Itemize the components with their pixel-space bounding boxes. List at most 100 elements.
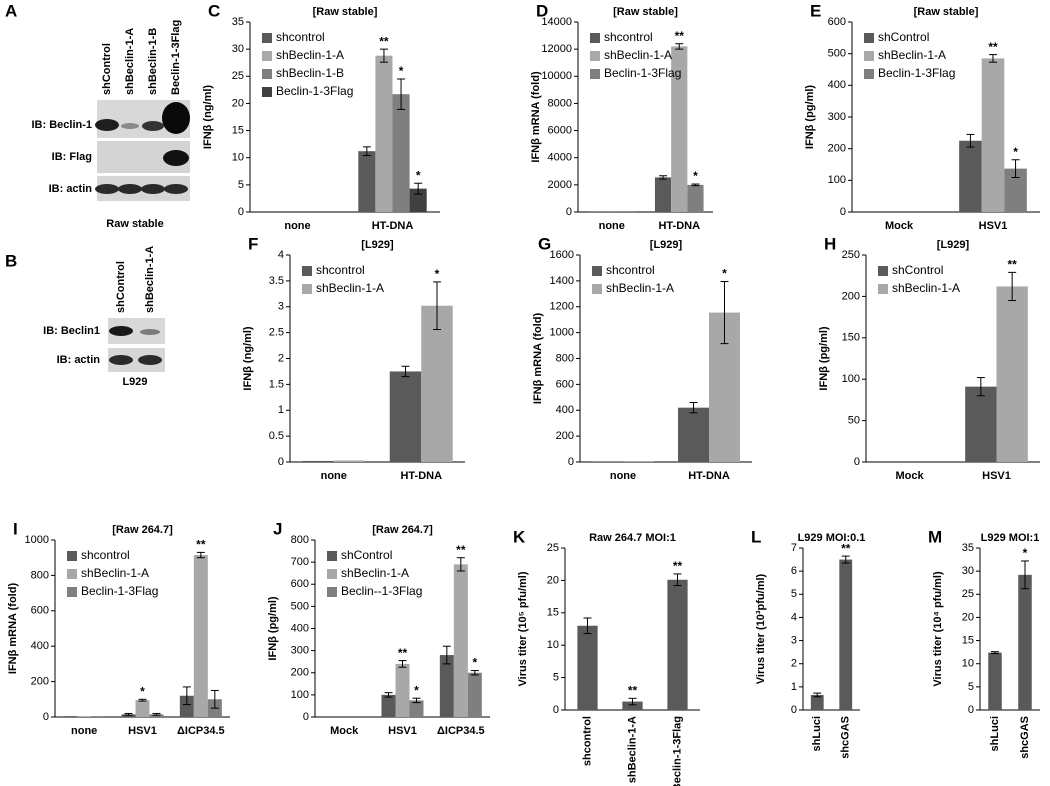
bar bbox=[135, 700, 150, 717]
significance: ** bbox=[988, 40, 998, 54]
legend-label: shcontrol bbox=[606, 263, 655, 277]
panel-letter: J bbox=[273, 519, 282, 538]
y-tick-label: 0 bbox=[553, 704, 559, 716]
x-tick-label: shcGAS bbox=[1019, 716, 1031, 759]
legend-swatch bbox=[67, 551, 77, 561]
x-tick-label: Mock bbox=[330, 725, 359, 737]
blot-caption: Raw stable bbox=[106, 218, 163, 230]
legend-swatch bbox=[327, 569, 337, 579]
panel-letter: C bbox=[208, 1, 220, 20]
x-tick-label: shLuci bbox=[811, 716, 823, 751]
legend-swatch bbox=[592, 266, 602, 276]
legend-label: Beclin-1-3Flag bbox=[878, 66, 955, 80]
legend-label: shControl bbox=[878, 30, 929, 44]
x-tick-label: HSV1 bbox=[982, 470, 1011, 482]
error-bar bbox=[1021, 560, 1029, 590]
legend-swatch bbox=[590, 33, 600, 43]
legend-swatch bbox=[262, 33, 272, 43]
bar bbox=[395, 663, 410, 717]
error-bar bbox=[966, 133, 975, 148]
error-bar bbox=[976, 377, 985, 397]
y-tick-label: 1000 bbox=[550, 327, 574, 339]
error-bar bbox=[1011, 159, 1020, 178]
y-tick-label: 400 bbox=[556, 404, 574, 416]
bar bbox=[302, 460, 334, 462]
legend-swatch bbox=[67, 587, 77, 597]
error-bar bbox=[841, 555, 850, 564]
legend-label: shBeclin-1-B bbox=[276, 66, 344, 80]
y-tick-label: 4000 bbox=[548, 152, 572, 164]
error-bar bbox=[720, 281, 729, 345]
significance: ** bbox=[673, 559, 683, 573]
y-tick-label: 800 bbox=[31, 569, 49, 581]
bar bbox=[678, 407, 709, 462]
y-tick-label: 400 bbox=[291, 622, 309, 634]
bar bbox=[453, 564, 468, 717]
y-tick-label: 2 bbox=[791, 658, 797, 670]
bar bbox=[467, 672, 482, 717]
legend-label: shBeclin-1-A bbox=[276, 48, 344, 62]
x-tick-label: HT-DNA bbox=[372, 220, 414, 232]
legend-swatch bbox=[327, 587, 337, 597]
bar bbox=[439, 655, 454, 717]
error-bar bbox=[210, 689, 219, 709]
x-tick-label: shcGAS bbox=[840, 716, 852, 759]
y-tick-label: 600 bbox=[291, 578, 309, 590]
error-bar bbox=[456, 557, 465, 572]
legend-swatch bbox=[592, 284, 602, 294]
y-tick-label: 400 bbox=[31, 640, 49, 652]
legend-swatch bbox=[864, 69, 874, 79]
blot-caption: L929 bbox=[122, 376, 147, 388]
x-tick-label: shcontrol bbox=[581, 716, 593, 766]
y-tick-label: 1.5 bbox=[269, 378, 284, 390]
error-bar bbox=[398, 660, 407, 668]
y-tick-label: 0.5 bbox=[269, 430, 284, 442]
y-tick-label: 200 bbox=[31, 676, 49, 688]
chart-title: [Raw 264.7] bbox=[372, 524, 433, 536]
legend-label: shBeclin-1-A bbox=[892, 281, 960, 295]
error-bar bbox=[1008, 271, 1017, 302]
y-tick-label: 20 bbox=[232, 97, 244, 109]
bar bbox=[810, 694, 824, 710]
y-tick-label: 0 bbox=[278, 456, 284, 468]
y-tick-label: 10 bbox=[232, 152, 244, 164]
bar bbox=[839, 559, 853, 710]
y-tick-label: 0 bbox=[303, 711, 309, 723]
legend-label: shBeclin-1-A bbox=[341, 566, 409, 580]
significance: * bbox=[472, 656, 477, 670]
legend-label: Beclin-1-3Flag bbox=[604, 66, 681, 80]
y-tick-label: 14000 bbox=[541, 16, 572, 28]
y-tick-label: 600 bbox=[556, 378, 574, 390]
chart-title: [L929] bbox=[650, 239, 683, 251]
y-tick-label: 0 bbox=[43, 711, 49, 723]
x-tick-label: Mock bbox=[885, 220, 914, 232]
x-tick-label: HSV1 bbox=[979, 220, 1008, 232]
legend-label: Beclin-1-3Flag bbox=[81, 584, 158, 598]
y-tick-label: 35 bbox=[962, 542, 974, 554]
chart-title: [L929] bbox=[361, 239, 394, 251]
error-bar bbox=[691, 183, 700, 187]
error-bar bbox=[442, 645, 451, 665]
y-tick-label: 800 bbox=[556, 352, 574, 364]
y-tick-label: 1400 bbox=[550, 275, 574, 287]
y-tick-label: 1000 bbox=[25, 534, 49, 546]
significance: * bbox=[140, 684, 145, 698]
bar bbox=[654, 177, 672, 212]
y-tick-label: 30 bbox=[962, 565, 974, 577]
bar bbox=[622, 701, 643, 710]
y-tick-label: 200 bbox=[556, 430, 574, 442]
y-axis-label: Virus titer (10⁵ pfu/ml) bbox=[517, 571, 529, 686]
error-bar bbox=[813, 692, 822, 698]
panel-letter: L bbox=[751, 527, 761, 546]
legend-label: shBeclin-1-A bbox=[604, 48, 672, 62]
significance: ** bbox=[675, 29, 685, 43]
y-axis-label: IFNβ (pg/ml) bbox=[267, 596, 279, 660]
y-tick-label: 0 bbox=[791, 704, 797, 716]
legend-label: shcontrol bbox=[316, 263, 365, 277]
y-axis-label: Virus titer (10³pfu/ml) bbox=[755, 573, 767, 684]
panel-letter: B bbox=[5, 251, 17, 270]
error-bar bbox=[397, 78, 406, 110]
y-tick-label: 1 bbox=[278, 404, 284, 416]
chart-title: [Raw stable] bbox=[613, 6, 678, 18]
